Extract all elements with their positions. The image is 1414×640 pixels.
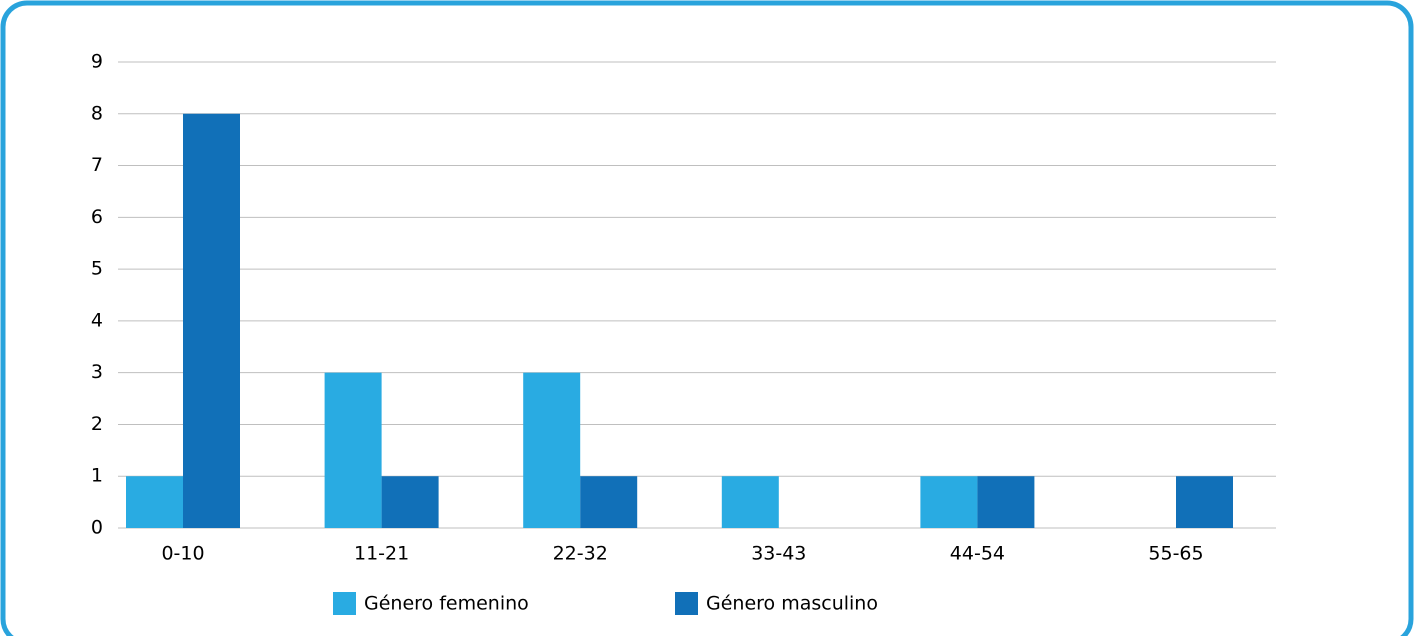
bar <box>580 476 638 528</box>
y-tick-label: 0 <box>91 517 103 539</box>
bar <box>324 372 382 528</box>
bar <box>920 476 978 528</box>
legend-swatch <box>333 592 356 615</box>
bar <box>381 476 439 528</box>
bar <box>977 476 1035 528</box>
y-tick-label: 7 <box>91 154 103 176</box>
x-tick-label: 11-21 <box>354 543 409 565</box>
x-tick-label: 0-10 <box>161 543 204 565</box>
legend-label: Género masculino <box>706 593 878 615</box>
bar <box>183 113 240 529</box>
legend-swatch <box>675 592 698 615</box>
y-tick-label: 8 <box>91 102 103 124</box>
y-tick-label: 3 <box>91 361 103 383</box>
x-tick-label: 22-32 <box>553 543 608 565</box>
x-tick-label: 44-54 <box>950 543 1005 565</box>
bar <box>126 476 183 528</box>
x-tick-label: 55-65 <box>1148 543 1203 565</box>
legend-label: Género femenino <box>364 593 529 615</box>
bar <box>1176 476 1233 528</box>
y-tick-label: 5 <box>91 258 103 280</box>
y-tick-label: 2 <box>91 413 103 435</box>
y-tick-label: 1 <box>91 465 103 487</box>
x-tick-label: 33-43 <box>751 543 806 565</box>
y-tick-label: 6 <box>91 206 103 228</box>
bar <box>523 372 581 528</box>
y-tick-label: 9 <box>91 51 103 73</box>
bar <box>721 476 779 528</box>
y-tick-label: 4 <box>91 309 103 331</box>
